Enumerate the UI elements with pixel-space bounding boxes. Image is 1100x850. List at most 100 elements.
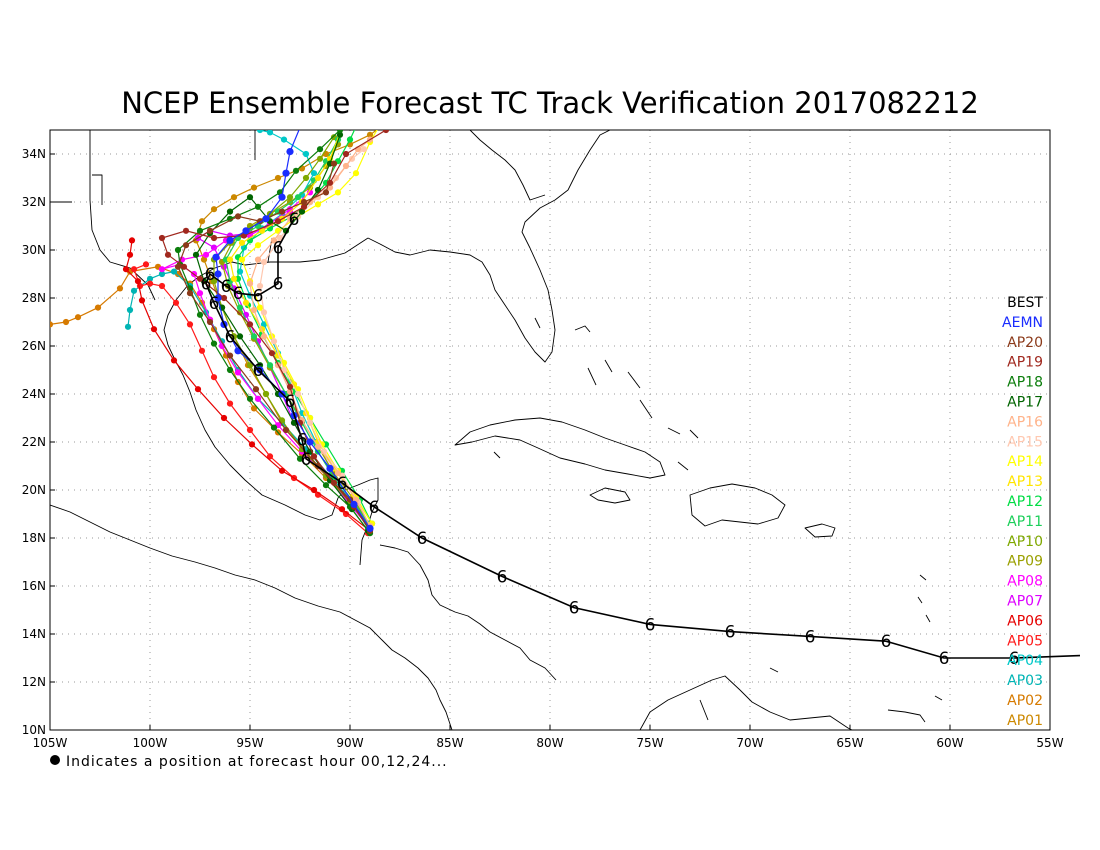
track-point-ap14 — [334, 189, 342, 196]
coastline-jamaica — [589, 487, 631, 504]
legend-item-aemn: AEMN — [1002, 315, 1043, 331]
hurricane-symbol: 6 — [289, 210, 300, 230]
track-point-ap18 — [296, 455, 304, 462]
lat-tick-label: 14N — [22, 627, 46, 641]
hurricane-symbol: 6 — [881, 632, 892, 652]
track-point-ap05 — [246, 426, 254, 434]
track-point-aemn — [286, 148, 294, 156]
hurricane-symbol: 6 — [569, 599, 580, 619]
hurricane-symbol: 6 — [1009, 649, 1020, 669]
lat-tick-label: 22N — [22, 435, 46, 449]
track-point-ap15 — [360, 146, 368, 153]
track-point-ap16 — [246, 280, 254, 287]
hurricane-symbol: 6 — [253, 287, 264, 307]
track-point-ap19 — [382, 130, 390, 134]
track-line-aemn — [215, 130, 371, 529]
track-point-ap18 — [322, 482, 330, 489]
track-point-ap05 — [130, 266, 138, 273]
coastline-atlantic — [469, 130, 546, 201]
track-point-ap06 — [126, 251, 134, 258]
track-point-ap11 — [250, 333, 258, 340]
track-point-ap13 — [341, 120, 347, 126]
track-point-ap11 — [236, 304, 244, 311]
track-point-ap01 — [200, 256, 208, 263]
track-point-ap06 — [150, 326, 158, 333]
legend-item-ap08: AP08 — [1007, 574, 1043, 590]
track-point-ap20 — [206, 318, 214, 326]
track-point-ap02 — [116, 285, 124, 292]
track-point-ap14 — [314, 201, 322, 208]
track-point-ap19 — [210, 234, 218, 242]
track-point-ap08 — [254, 395, 262, 402]
lat-tick-label: 32N — [22, 195, 46, 209]
track-point-ap07 — [210, 244, 218, 251]
track-point-ap06 — [278, 467, 286, 474]
legend-item-ap14: AP14 — [1007, 454, 1043, 470]
longitude-ticks: 105W 100W 95W 90W 85W 80W 75W 70W 65W 60W 55W — [33, 725, 1064, 750]
lon-tick-label: 100W — [133, 736, 168, 750]
track-point-ap16 — [326, 184, 334, 191]
track-point-aemn — [366, 524, 374, 533]
track-point-ap18 — [336, 130, 344, 134]
lat-tick-label: 18N — [22, 531, 46, 545]
track-point-ap08 — [158, 266, 166, 273]
track-point-ap18 — [246, 395, 254, 402]
legend-item-ap16: AP16 — [1007, 414, 1043, 430]
track-point-ap05 — [158, 282, 166, 290]
track-ap11 — [222, 136, 374, 530]
hurricane-symbol: 6 — [297, 431, 308, 451]
track-point-ap17 — [298, 208, 306, 215]
legend-item-ap05: AP05 — [1007, 633, 1043, 649]
track-point-ap06 — [134, 278, 142, 285]
track-point-ap06 — [220, 414, 228, 422]
coastline-bahamas — [493, 317, 699, 471]
legend-item-ap13: AP13 — [1007, 474, 1043, 490]
track-point-ap18 — [196, 311, 204, 318]
track-point-ap05 — [198, 347, 206, 354]
track-point-ap18 — [292, 167, 300, 174]
track-point-ap06 — [194, 386, 202, 393]
lat-tick-label: 24N — [22, 387, 46, 401]
track-point-ap18 — [316, 146, 324, 153]
track-point-ap19 — [158, 234, 166, 242]
coastline-hispaniola — [689, 483, 786, 527]
hurricane-symbol: 6 — [337, 474, 348, 494]
track-point-ap20 — [330, 160, 338, 167]
track-point-ap04 — [266, 130, 274, 136]
track-line-ap14 — [241, 130, 378, 524]
track-point-ap14 — [254, 242, 262, 249]
track-point-ap19 — [182, 227, 190, 234]
track-ap19 — [158, 130, 390, 534]
track-point-ap17 — [192, 251, 200, 258]
track-point-ap01 — [250, 184, 258, 191]
lat-tick-label: 28N — [22, 291, 46, 305]
track-point-ap04 — [310, 170, 318, 177]
track-point-ap15 — [306, 419, 314, 426]
track-point-ap11 — [266, 362, 274, 369]
track-point-ap04 — [302, 150, 310, 158]
track-point-ap08 — [306, 189, 314, 196]
track-point-ap20 — [300, 198, 308, 206]
lon-tick-label: 80W — [536, 736, 563, 750]
track-point-ap05 — [266, 453, 274, 460]
track-point-ap08 — [202, 251, 210, 258]
track-point-ap19 — [196, 275, 204, 282]
lon-tick-label: 105W — [33, 736, 68, 750]
track-point-ap10 — [230, 333, 238, 340]
lat-tick-label: 12N — [22, 675, 46, 689]
track-point-ap19 — [164, 251, 172, 258]
track-point-ap06 — [248, 441, 256, 448]
track-point-ap03 — [126, 306, 134, 314]
track-point-ap17 — [246, 194, 254, 201]
legend-item-ap11: AP11 — [1007, 514, 1043, 530]
hurricane-symbol: 6 — [273, 239, 284, 259]
lat-tick-label: 30N — [22, 243, 46, 257]
track-point-ap03 — [124, 323, 132, 330]
legend-item-ap07: AP07 — [1007, 594, 1043, 610]
track-point-ap06 — [128, 237, 136, 244]
legend-item-ap03: AP03 — [1007, 673, 1043, 689]
track-point-aemn — [214, 294, 222, 302]
legend-item-ap02: AP02 — [1007, 693, 1043, 709]
track-point-ap02 — [74, 314, 82, 321]
footnote-text: Indicates a position at forecast hour 00… — [66, 754, 448, 770]
